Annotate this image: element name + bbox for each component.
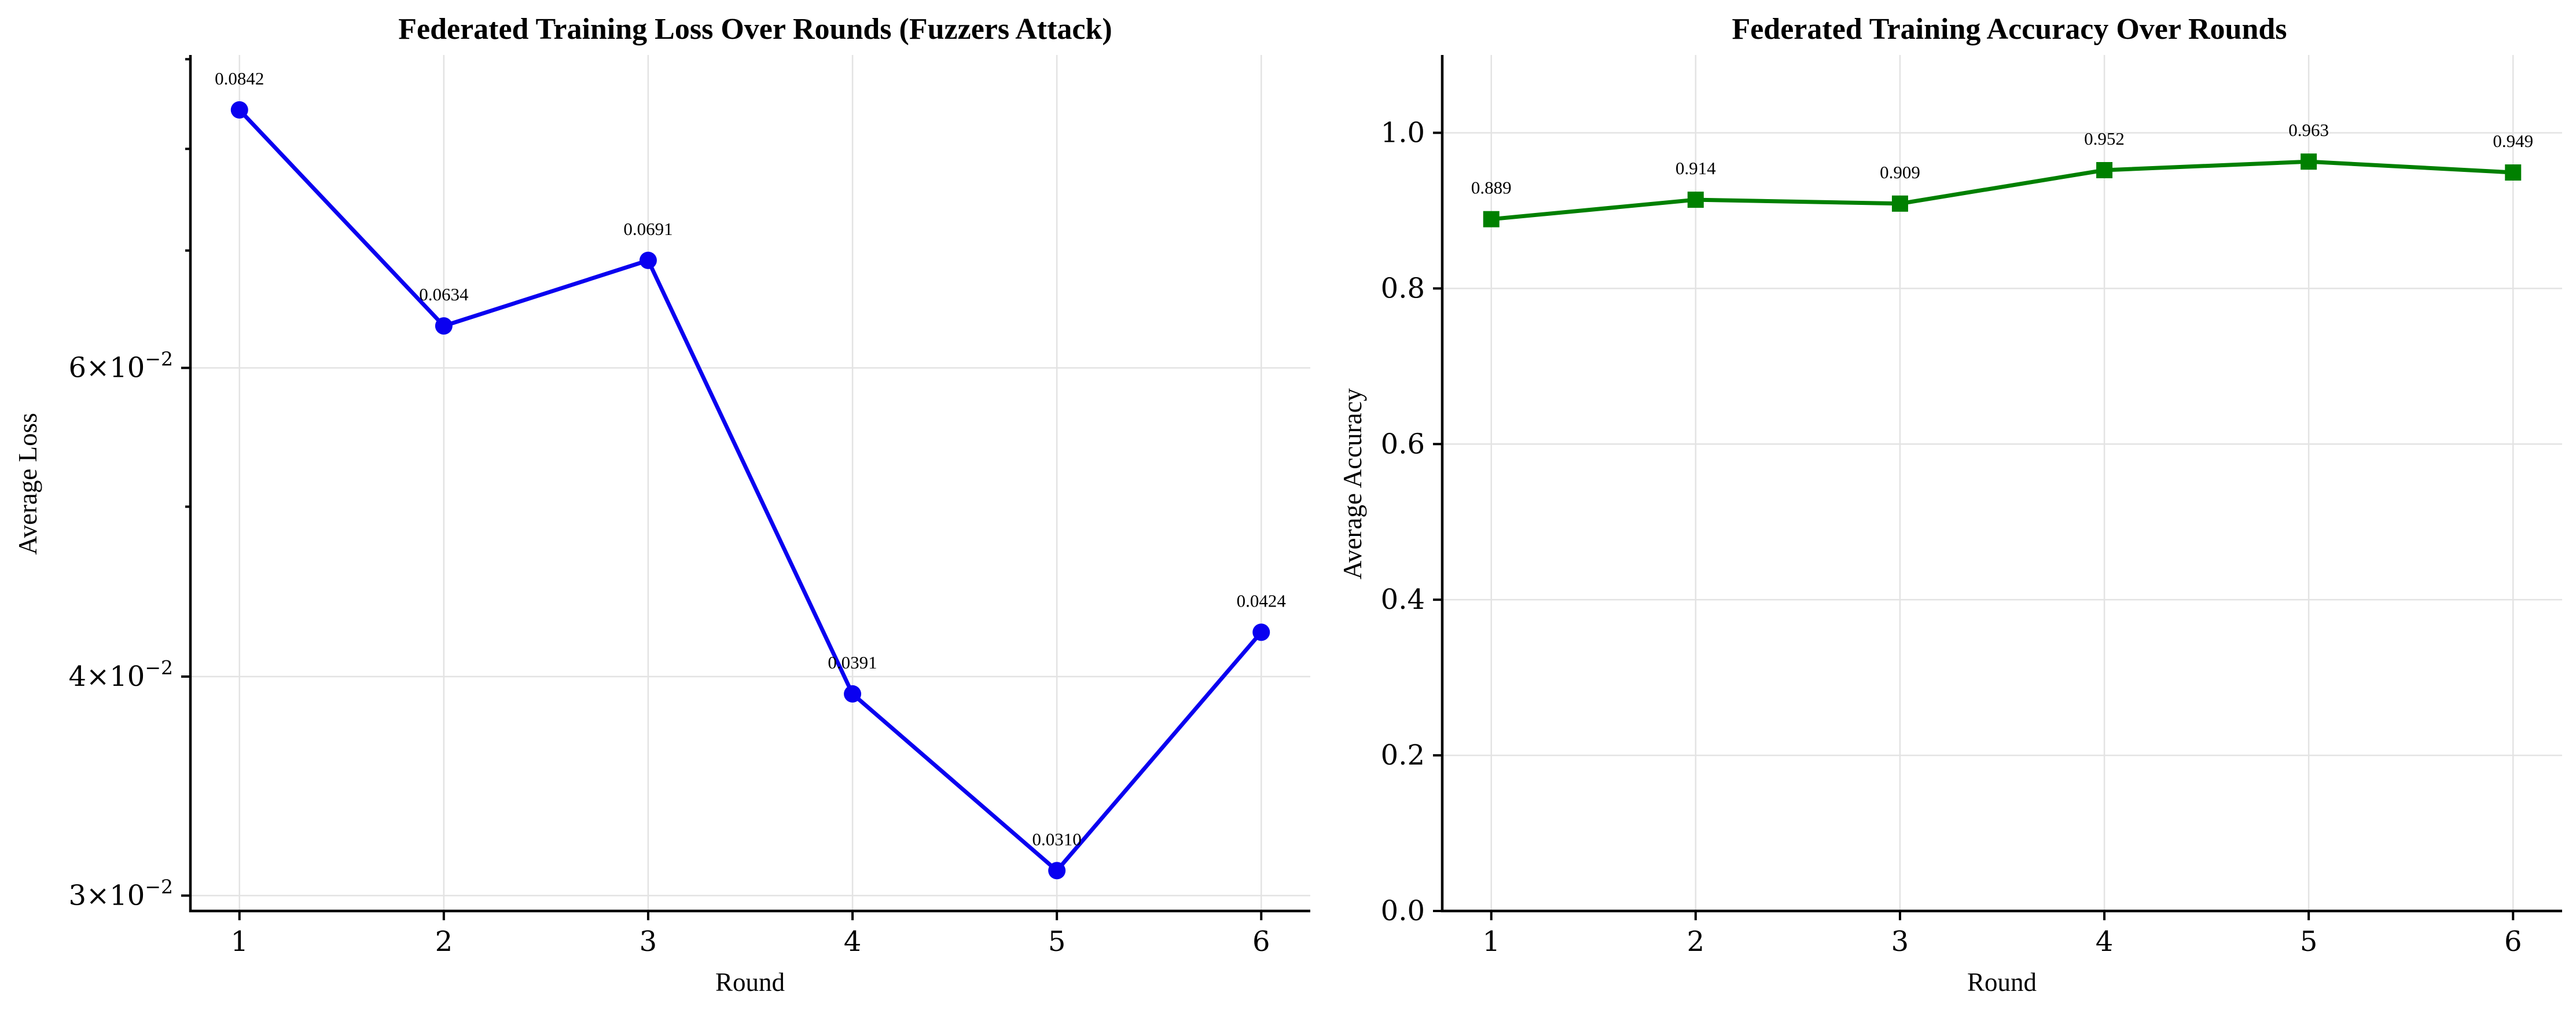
data-label: 0.0424 xyxy=(1237,590,1287,611)
x-tick-label: 3 xyxy=(640,925,657,958)
x-tick-label: 2 xyxy=(1687,925,1705,958)
accuracy-ticks: 1 2 3 4 5 6 0.0 0.2 0.4 0.6 0.8 1.0 xyxy=(1381,116,2522,958)
data-label: 0.952 xyxy=(2084,128,2125,149)
data-point xyxy=(639,251,657,269)
data-label: 0.914 xyxy=(1675,158,1716,178)
accuracy-axes-spines xyxy=(1440,55,2562,913)
loss-series xyxy=(230,101,1270,880)
y-tick-label: 0.0 xyxy=(1381,895,1425,927)
accuracy-series xyxy=(1483,153,2522,227)
data-label: 0.0391 xyxy=(828,652,877,673)
accuracy-chart-title: Federated Training Accuracy Over Rounds xyxy=(1732,13,2287,46)
loss-chart: Federated Training Loss Over Rounds (Fuz… xyxy=(13,13,1310,997)
accuracy-data-labels: 0.889 0.914 0.909 0.952 0.963 0.949 xyxy=(1471,120,2533,197)
x-tick-label: 4 xyxy=(2096,925,2114,958)
y-tick-label: 0.8 xyxy=(1381,272,1425,304)
data-point xyxy=(1891,195,1908,212)
x-tick-label: 6 xyxy=(2504,925,2522,958)
y-tick-mantissa: 6×10 xyxy=(69,352,145,384)
x-tick-label: 5 xyxy=(1048,925,1066,958)
x-tick-label: 6 xyxy=(1252,925,1270,958)
y-tick-mantissa: 4×10 xyxy=(69,660,145,693)
y-tick-exponent: −2 xyxy=(145,875,173,898)
loss-ticks: 1 2 3 4 5 66×10−24×10−23×10−2 xyxy=(69,58,1270,958)
y-tick-label: 6×10−2 xyxy=(69,348,174,384)
loss-x-axis-label: Round xyxy=(715,968,785,997)
series-line xyxy=(238,108,1263,873)
data-label: 0.0634 xyxy=(419,284,469,304)
y-tick-exponent: −2 xyxy=(145,348,173,370)
data-point xyxy=(2301,153,2317,170)
data-point xyxy=(1252,623,1270,641)
x-tick-label: 4 xyxy=(844,925,862,958)
data-label: 0.0310 xyxy=(1032,829,1082,849)
loss-data-labels: 0.0842 0.0634 0.0691 0.0391 0.0310 0.0424 xyxy=(215,68,1286,849)
data-label: 0.949 xyxy=(2493,131,2533,151)
data-point xyxy=(2096,161,2113,178)
accuracy-grid xyxy=(1442,55,2562,912)
data-point xyxy=(1687,192,1704,208)
y-tick-label: 0.4 xyxy=(1381,583,1425,616)
data-label: 0.0691 xyxy=(623,219,673,239)
data-point xyxy=(844,685,862,703)
series-line xyxy=(1491,159,2513,222)
y-tick-label: 3×10−2 xyxy=(69,875,174,912)
x-tick-label: 5 xyxy=(2300,925,2318,958)
y-tick-label: 4×10−2 xyxy=(69,656,174,693)
y-tick-label: 1.0 xyxy=(1381,116,1425,149)
accuracy-y-axis-label: Average Accuracy xyxy=(1338,388,1367,579)
data-point xyxy=(435,317,453,335)
loss-axes-spines xyxy=(189,55,1310,913)
data-label: 0.0842 xyxy=(215,68,264,89)
data-point xyxy=(1048,862,1066,880)
data-point xyxy=(1483,211,1500,227)
data-point xyxy=(230,101,248,119)
y-tick-label: 0.6 xyxy=(1381,428,1425,460)
y-tick-label: 0.2 xyxy=(1381,739,1425,771)
loss-chart-title: Federated Training Loss Over Rounds (Fuz… xyxy=(398,13,1112,46)
x-tick-label: 1 xyxy=(230,925,248,958)
accuracy-chart: Federated Training Accuracy Over Rounds … xyxy=(1338,13,2562,997)
x-tick-label: 2 xyxy=(435,925,453,958)
data-label: 0.889 xyxy=(1471,178,1512,198)
accuracy-x-axis-label: Round xyxy=(1967,968,2037,997)
data-point xyxy=(2505,164,2522,181)
loss-grid xyxy=(190,55,1310,911)
y-tick-mantissa: 3×10 xyxy=(69,879,145,912)
loss-y-axis-label: Average Loss xyxy=(13,413,42,554)
x-tick-label: 3 xyxy=(1891,925,1909,958)
y-tick-exponent: −2 xyxy=(145,656,173,679)
x-tick-label: 1 xyxy=(1482,925,1500,958)
data-label: 0.909 xyxy=(1880,162,1920,182)
data-label: 0.963 xyxy=(2288,120,2329,140)
